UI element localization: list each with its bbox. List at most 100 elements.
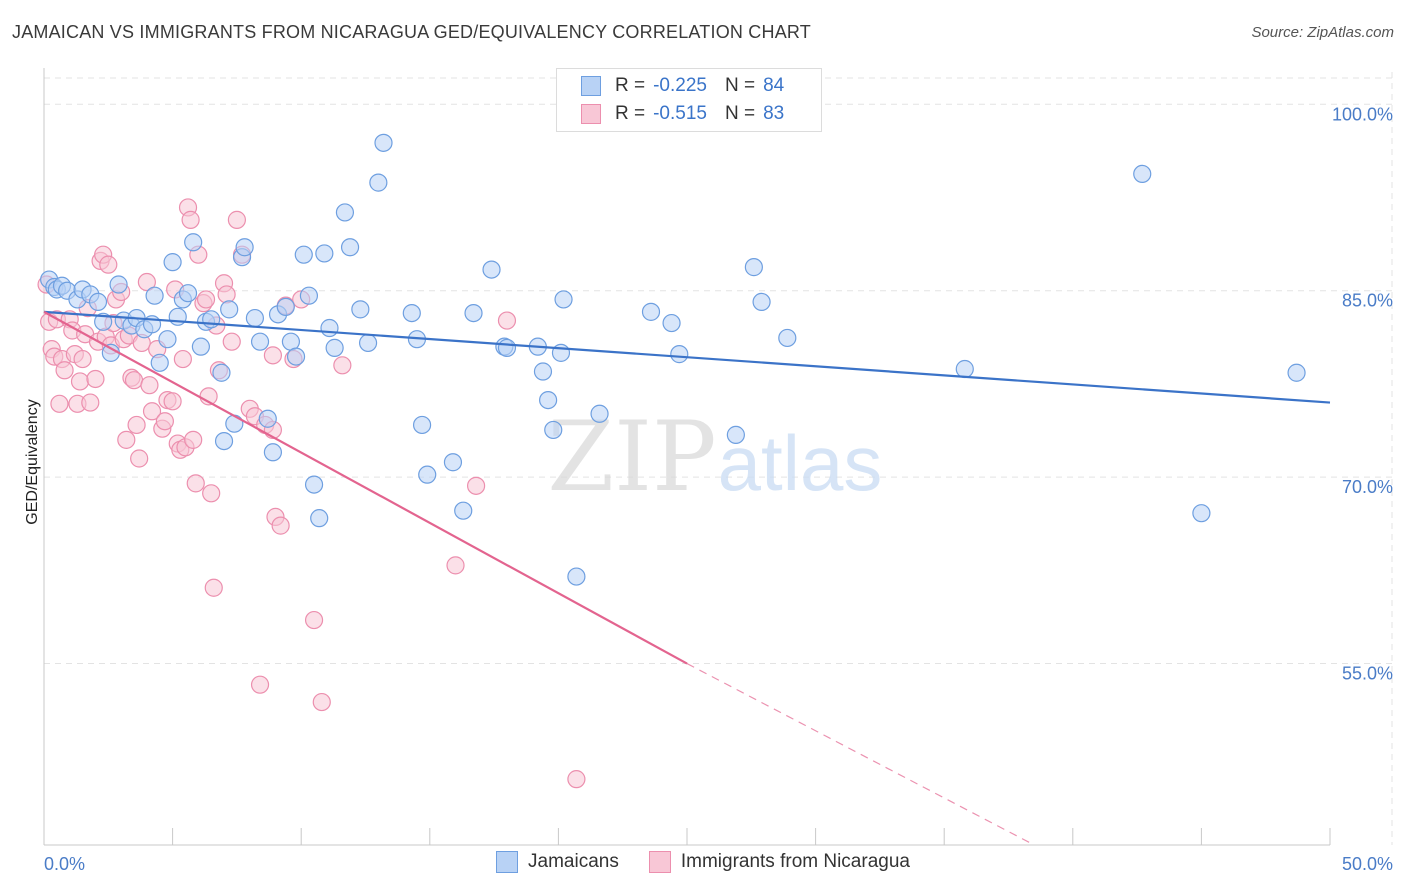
nicaragua-point	[466, 476, 486, 495]
jamaican-point	[1133, 164, 1152, 184]
jamaican-point	[369, 173, 388, 192]
nicaragua-trend-line	[43, 310, 688, 665]
legend-row-nicaragua: R = -0.515 N = 83	[581, 101, 784, 127]
jamaican-point	[544, 420, 563, 440]
nicaragua-point	[196, 290, 216, 309]
nicaragua-point	[130, 449, 149, 468]
legend-n-value: 83	[763, 103, 785, 124]
legend-row-jamaicans: R = -0.225 N = 84	[581, 73, 784, 99]
nicaragua-point	[155, 412, 174, 431]
jamaican-point	[955, 359, 974, 379]
series-legend: Jamaicans Immigrants from Nicaragua	[0, 851, 1406, 873]
jamaican-point	[225, 414, 244, 433]
jamaican-point	[320, 318, 339, 338]
jamaican-points	[40, 133, 1306, 586]
nicaragua-point	[142, 402, 162, 421]
watermark-zip: ZIP	[547, 401, 716, 513]
jamaican-point	[158, 330, 177, 349]
y-tick-label: 85.0%	[1342, 291, 1393, 311]
nicaragua-point	[184, 430, 203, 449]
nicaragua-point	[86, 369, 105, 389]
nicaragua-point	[73, 349, 92, 369]
watermark-atlas: atlas	[718, 419, 883, 507]
jamaican-point	[662, 313, 681, 333]
jamaican-point	[258, 409, 277, 428]
legend-r-label: R =	[615, 103, 646, 124]
jamaican-point	[539, 390, 558, 410]
jamaican-point	[212, 363, 231, 382]
jamaican-point	[554, 290, 573, 309]
jamaican-point	[294, 245, 313, 264]
jamaican-point	[299, 286, 319, 305]
jamaican-point	[304, 475, 324, 494]
jamaican-point	[184, 233, 203, 252]
y-axis-label: GED/Equivalency	[24, 399, 41, 524]
jamaican-point	[752, 292, 771, 312]
jamaican-point	[744, 258, 763, 277]
legend-r-label: R =	[615, 75, 646, 96]
nicaragua-point	[163, 392, 182, 411]
nicaragua-point	[140, 376, 159, 395]
jamaican-point	[358, 333, 378, 353]
legend-r-value: -0.225	[653, 75, 707, 96]
nicaragua-point	[217, 285, 236, 304]
jamaican-point	[150, 353, 169, 372]
jamaican-point	[464, 303, 483, 323]
jamaican-point	[670, 345, 689, 364]
nicaragua-point	[497, 311, 517, 330]
jamaican-point	[235, 238, 254, 257]
legend-n-label: N =	[724, 103, 756, 124]
nicaragua-point	[124, 371, 144, 390]
jamaican-point	[263, 443, 283, 462]
jamaican-point	[315, 244, 334, 263]
axes	[43, 68, 1331, 846]
nicaragua-point	[271, 516, 290, 535]
y-tick-label: 55.0%	[1342, 664, 1393, 684]
chart-title: JAMAICAN VS IMMIGRANTS FROM NICARAGUA GE…	[12, 22, 811, 42]
jamaican-point	[145, 286, 164, 305]
jamaican-point	[178, 284, 198, 303]
jamaican-point	[351, 300, 370, 319]
jamaican-point	[443, 453, 463, 472]
jamaican-point	[191, 337, 210, 356]
tick-labels: 55.0% 70.0% 85.0% 100.0% 0.0% 50.0%	[44, 104, 1393, 874]
jamaican-point	[88, 292, 108, 312]
jamaican-point	[497, 338, 517, 357]
jamaican-point	[567, 567, 586, 586]
stats-legend: R = -0.225 N = 84 R = -0.515 N = 83	[556, 68, 822, 132]
nicaragua-point	[446, 556, 465, 575]
jamaican-point	[402, 303, 421, 323]
legend-n-label: N =	[724, 75, 756, 96]
nicaragua-point	[127, 415, 146, 435]
jamaican-point	[533, 362, 553, 381]
jamaican-trend-line	[43, 310, 1331, 404]
jamaican-point	[454, 501, 473, 520]
legend-label-nicaragua: Immigrants from Nicaragua	[680, 851, 910, 872]
nicaragua-point	[186, 474, 205, 493]
legend-r-value: -0.515	[653, 103, 707, 124]
jamaican-point	[220, 300, 239, 319]
jamaican-point	[412, 415, 432, 435]
x-tick-label: 0.0%	[44, 854, 85, 874]
jamaican-point	[726, 425, 745, 444]
jamaican-point	[310, 509, 329, 528]
nicaragua-point	[181, 210, 200, 229]
nicaragua-point	[312, 692, 331, 712]
source-credit: Source: ZipAtlas.com	[1251, 24, 1394, 41]
jamaican-point	[325, 338, 344, 357]
nicaragua-point	[173, 349, 192, 369]
legend-swatch-blue	[581, 76, 601, 96]
jamaican-point	[250, 332, 270, 351]
nicaragua-point	[70, 372, 90, 391]
jamaican-point	[340, 238, 360, 257]
jamaican-point	[286, 347, 306, 366]
jamaican-point	[482, 260, 501, 279]
jamaican-point	[778, 328, 797, 348]
nicaragua-point	[50, 394, 69, 413]
nicaragua-point	[202, 484, 221, 503]
nicaragua-point	[333, 356, 352, 375]
jamaican-point	[202, 310, 221, 329]
legend-swatch-blue	[496, 851, 519, 873]
jamaican-point	[335, 203, 355, 222]
